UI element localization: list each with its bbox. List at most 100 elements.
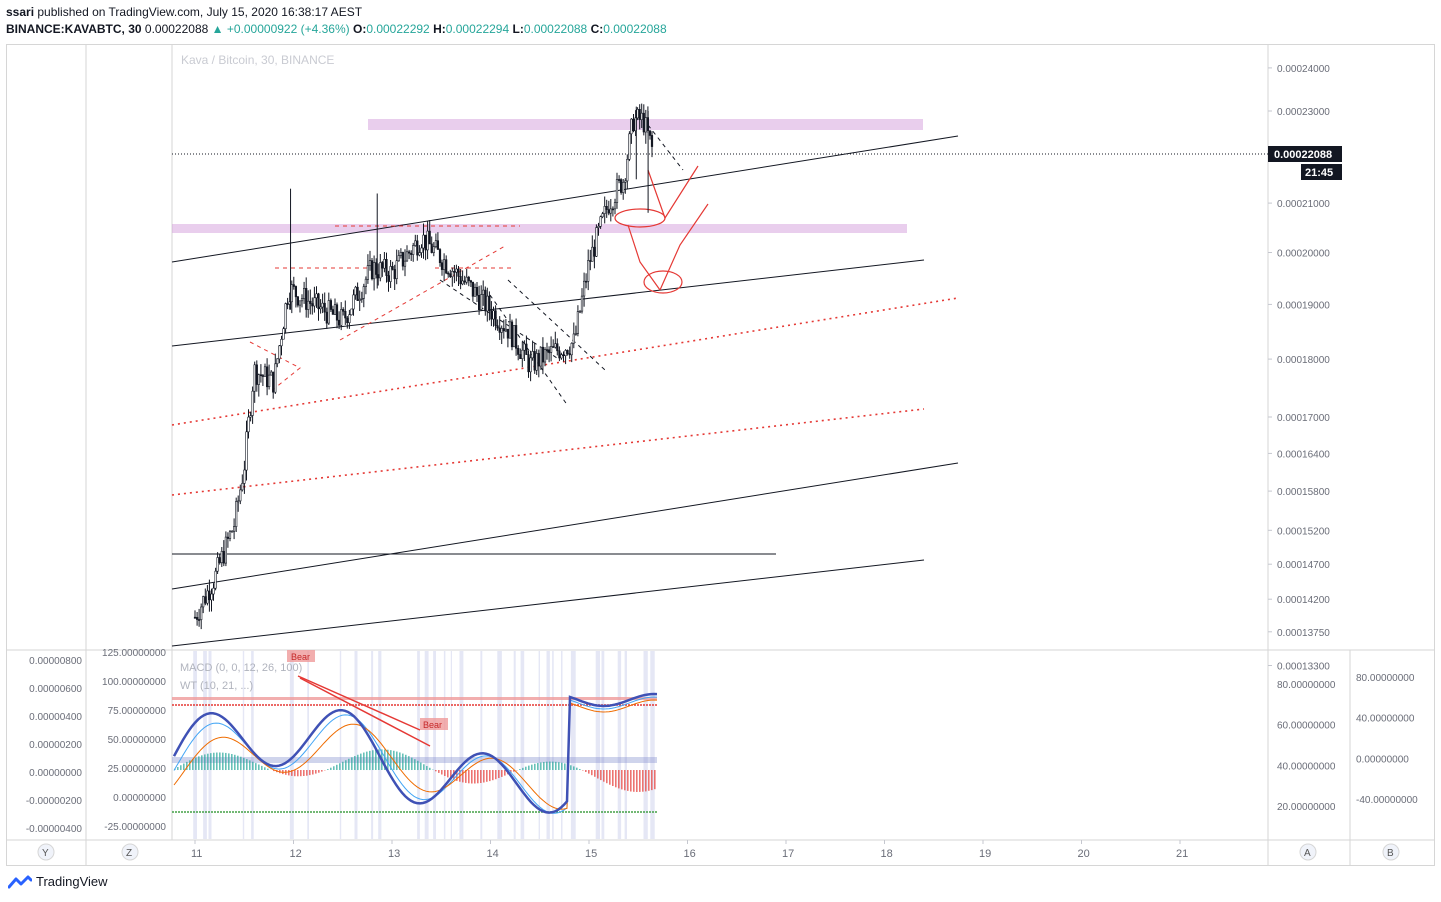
candle [447, 271, 450, 278]
sub-right-inner-tick-2: 40.00000000 [1277, 761, 1336, 772]
candle [319, 299, 322, 314]
candle [453, 265, 456, 284]
candle [502, 319, 505, 339]
sub-left-tick-6: -0.00000400 [26, 824, 83, 835]
candle [480, 285, 483, 311]
candle [228, 530, 232, 542]
candle [482, 280, 485, 306]
candle [628, 131, 631, 162]
bottom-button-left-2[interactable]: Z [121, 843, 139, 861]
indicator-axes[interactable]: 0.00000800 0.00000600 0.00000400 0.00000200… [26, 648, 1418, 835]
candle [537, 349, 540, 378]
indicator-panel[interactable]: Bear Bear MACD (0, 0, 12, 26, 100) WT (1… [172, 650, 658, 839]
channel-lines[interactable] [171, 135, 959, 647]
candle [572, 322, 575, 349]
time-tick-16: 16 [684, 848, 696, 860]
candle [335, 302, 339, 329]
candle [584, 273, 588, 289]
price-axis[interactable]: 0.00024000 0.00023000 0.00021000 0.00020000… [1268, 64, 1330, 673]
signal-bars [193, 651, 655, 839]
candle [282, 326, 285, 340]
candle [508, 313, 512, 339]
candle [442, 253, 446, 282]
candle [399, 248, 403, 259]
time-tick-12: 12 [290, 848, 302, 860]
candle [208, 579, 211, 612]
time-tick-20: 20 [1078, 848, 1090, 860]
candle [370, 258, 374, 281]
ohlc-legend: BINANCE:KAVABTC, 30 0.00022088 ▲ +0.0000… [6, 22, 667, 36]
candle [393, 264, 396, 290]
candle [286, 297, 289, 310]
candle [471, 281, 475, 302]
red-dotted-lower [171, 408, 925, 496]
candle [231, 530, 234, 533]
publisher-name[interactable]: ssari [6, 5, 35, 19]
sub-left-tick-3: 0.00000200 [29, 740, 82, 751]
candle [276, 358, 279, 368]
candle [294, 285, 298, 308]
candle [636, 107, 639, 121]
close-value: 0.00022088 [603, 22, 667, 36]
candle [226, 532, 230, 548]
red-annotations[interactable] [614, 165, 709, 294]
candle [333, 298, 337, 315]
candle [533, 343, 536, 374]
candle [570, 342, 573, 363]
candle [576, 305, 579, 337]
candle [519, 348, 522, 359]
candle [397, 250, 400, 262]
candle [562, 351, 565, 362]
candle [496, 319, 499, 331]
dashed-patterns[interactable] [249, 124, 684, 407]
close-label: C: [590, 22, 604, 36]
candle [630, 118, 633, 144]
bottom-button-right-1[interactable]: A [1299, 843, 1317, 861]
resistance-zone-mid[interactable] [172, 224, 907, 233]
candle [323, 292, 326, 321]
time-axis[interactable]: 11 12 13 14 15 16 17 18 19 20 21 [191, 840, 1188, 860]
candle [346, 316, 349, 329]
annotation-arrow-down [627, 224, 661, 291]
red-dotted-lines[interactable] [171, 297, 959, 496]
candle [566, 349, 569, 356]
candle [582, 272, 586, 307]
candle [401, 251, 405, 271]
price-tick-8: 0.00016400 [1277, 449, 1330, 460]
time-tick-21: 21 [1176, 848, 1188, 860]
candle [344, 300, 347, 325]
countdown-badge-bg [1301, 164, 1342, 180]
candle [368, 250, 372, 271]
footer-brand[interactable]: TradingView [8, 874, 108, 889]
candle [624, 178, 627, 194]
price-badge: 0.00022088 [1274, 149, 1332, 161]
candle [467, 275, 470, 287]
candle [239, 484, 242, 505]
candle [305, 277, 308, 318]
candle [206, 585, 209, 606]
candle-series[interactable] [193, 103, 654, 630]
candle [426, 220, 429, 260]
sub-right-inner-tick-0: 80.00000000 [1277, 680, 1336, 691]
last-price: 0.00022088 [144, 22, 209, 36]
price-tick-7: 0.00017000 [1277, 413, 1330, 424]
candle [255, 360, 258, 392]
countdown-badge: 21:45 [1305, 167, 1333, 179]
sub-inner-tick-2: 75.00000000 [108, 706, 167, 717]
bottom-button-right-2[interactable]: B [1382, 843, 1400, 861]
sub-right-inner-tick-3: 20.00000000 [1277, 802, 1336, 813]
candle [500, 325, 503, 344]
time-tick-17: 17 [782, 848, 794, 860]
publish-info: ssari published on TradingView.com, July… [6, 5, 362, 19]
candle [364, 276, 368, 295]
candle [589, 249, 592, 271]
candle [418, 245, 421, 257]
candle [611, 206, 614, 217]
candle [527, 350, 530, 378]
bottom-button-left-1[interactable]: Y [37, 843, 55, 861]
candle [210, 588, 213, 612]
candle [632, 114, 635, 133]
candle [298, 300, 302, 313]
candle [395, 249, 398, 285]
